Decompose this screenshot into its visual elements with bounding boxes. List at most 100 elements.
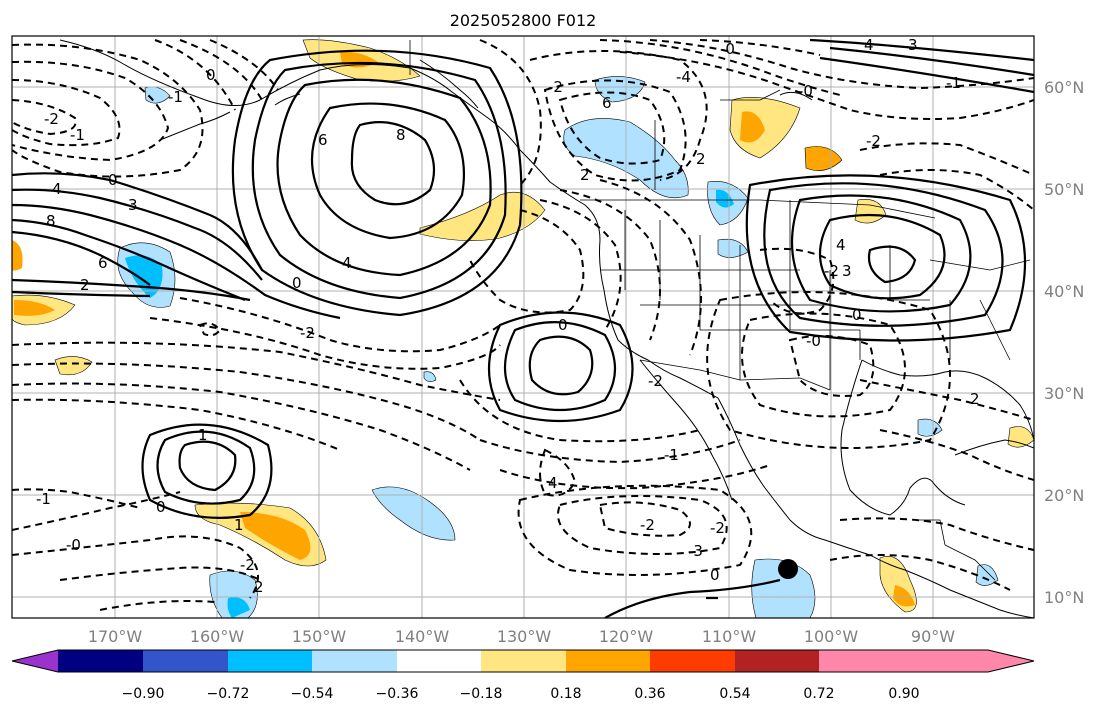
contour-label: 4 — [342, 254, 352, 272]
contour-label: 6 — [98, 254, 108, 272]
longitude-label: 110°W — [702, 627, 757, 646]
contour-label: -0 — [798, 82, 813, 100]
colorbar-extend-low — [12, 650, 58, 672]
coastlines — [59, 39, 1034, 618]
contour-label: 0 — [108, 171, 118, 189]
contour-label: -1 — [70, 126, 85, 144]
positive-anomaly-area — [893, 585, 915, 607]
contour-label: 4 — [836, 236, 846, 254]
contour-label: 3 — [908, 36, 918, 54]
contour-label: 1 — [234, 516, 244, 534]
colorbar-tick-label: 0.18 — [550, 686, 581, 702]
map-title: 2025052800 F012 — [450, 11, 597, 30]
longitude-label: 170°W — [88, 627, 143, 646]
longitude-label: 130°W — [497, 627, 552, 646]
colorbar-segment — [312, 650, 397, 672]
contour-label: 4 — [864, 36, 874, 54]
longitude-label: 140°W — [395, 627, 450, 646]
latitude-label: 60°N — [1044, 78, 1084, 97]
longitude-label: 100°W — [804, 627, 859, 646]
latitude-label: 10°N — [1044, 588, 1084, 607]
colorbar-extend-high — [988, 650, 1034, 672]
colorbar-outline — [11, 649, 1035, 673]
colorbar-tick-label: −0.72 — [207, 686, 250, 702]
longitude-label: 150°W — [292, 627, 347, 646]
contour-label: 2 — [970, 390, 980, 408]
station-marker — [778, 559, 798, 579]
colorbar-segment — [566, 650, 650, 672]
contour-label: 0 — [156, 498, 166, 516]
positive-anomaly-area — [240, 512, 311, 560]
contour-label: -1 — [946, 74, 961, 92]
colorbar: −0.90 −0.72 −0.54 −0.36 −0.18 0.18 0.36 … — [11, 649, 1035, 702]
contour-label: 8 — [396, 126, 406, 144]
contour-label: -2 — [710, 519, 725, 537]
negative-anomaly-area — [917, 418, 943, 437]
negative-anomaly-area — [423, 371, 437, 382]
latitude-labels: 60°N 50°N 40°N 30°N 20°N 10°N — [1044, 78, 1084, 607]
colorbar-ticks: −0.90 −0.72 −0.54 −0.36 −0.18 0.18 0.36 … — [122, 686, 920, 702]
contour-label: -2 — [300, 324, 315, 342]
colorbar-segment — [397, 650, 481, 672]
longitude-labels: 170°W 160°W 150°W 140°W 130°W 120°W 110°… — [88, 627, 955, 646]
contour-label: 6 — [318, 131, 328, 149]
colorbar-tick-label: −0.54 — [291, 686, 334, 702]
contour-label: 0 — [852, 306, 862, 324]
latitude-label: 40°N — [1044, 282, 1084, 301]
contour-label: 0 — [292, 274, 302, 292]
contour-label: 1 — [198, 426, 208, 444]
longitude-label: 120°W — [599, 627, 654, 646]
contour-label: 2 — [696, 150, 706, 168]
colorbar-tick-label: −0.90 — [122, 686, 165, 702]
longitude-label: 90°W — [911, 627, 955, 646]
contour-label: 6 — [602, 94, 612, 112]
contour-label: 4 — [52, 180, 62, 198]
latitude-label: 50°N — [1044, 180, 1084, 199]
negative-anomaly-area — [975, 564, 999, 586]
colorbar-segment — [58, 650, 143, 672]
contour-label: 3 — [842, 262, 852, 280]
contour-label: 2 — [580, 166, 590, 184]
colorbar-tick-label: 0.36 — [634, 686, 665, 702]
colorbar-segment — [143, 650, 228, 672]
positive-anomaly-area — [54, 356, 93, 376]
positive-anomaly-area — [14, 300, 55, 316]
political-borders — [409, 40, 1031, 581]
contour-label: -1 — [36, 490, 51, 508]
contour-label: 0 — [206, 66, 216, 84]
contour-labels: 0 -2 -1 8 6 4 3 2 0 6 4 8 0 -2 -1 2 -2 6… — [36, 36, 980, 596]
longitude-label: 160°W — [190, 627, 245, 646]
contour-label: 8 — [46, 212, 56, 230]
contour-label: 0 — [710, 566, 720, 584]
colorbar-segment — [735, 650, 819, 672]
contour-label: -2 — [240, 556, 255, 574]
map-panel: 0 -2 -1 8 6 4 3 2 0 6 4 8 0 -2 -1 2 -2 6… — [12, 36, 1034, 618]
contour-label: 2 — [80, 276, 90, 294]
colorbar-segment — [819, 650, 988, 672]
colorbar-segments — [12, 650, 1034, 672]
latitude-label: 30°N — [1044, 384, 1084, 403]
graticule — [12, 36, 1034, 618]
contour-label: -0 — [806, 332, 821, 350]
contour-label: -1 — [664, 446, 679, 464]
colorbar-tick-label: 0.72 — [803, 686, 834, 702]
colorbar-segment — [481, 650, 566, 672]
contour-label: -2 — [640, 516, 655, 534]
contour-label: -2 — [866, 132, 881, 150]
colorbar-tick-label: −0.18 — [460, 686, 503, 702]
colorbar-tick-label: 0.54 — [719, 686, 750, 702]
contour-label: 3 — [128, 196, 138, 214]
map-frame — [11, 35, 1035, 619]
positive-anomaly-area — [740, 111, 765, 143]
contour-label: 0 — [558, 316, 568, 334]
positive-anomaly-area — [12, 240, 23, 271]
dashed-contours — [12, 39, 1034, 611]
contour-label: -1 — [168, 88, 183, 106]
contour-label: -2 — [44, 110, 59, 128]
contour-label: -0 — [66, 536, 81, 554]
contour-label: -2 — [824, 262, 839, 280]
latitude-label: 20°N — [1044, 486, 1084, 505]
solid-contours — [12, 38, 1034, 618]
negative-anomaly-area — [371, 486, 456, 541]
